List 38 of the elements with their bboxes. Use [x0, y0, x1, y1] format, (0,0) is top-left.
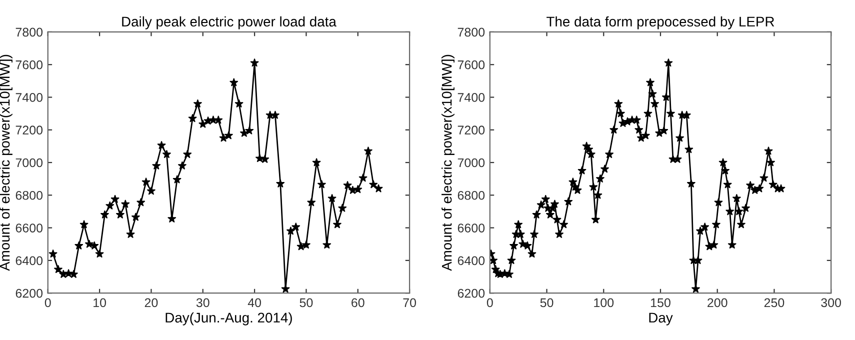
x-tick-label: 30	[196, 298, 210, 308]
x-tick-label: 70	[403, 298, 416, 308]
x-axis-title: Day(Jun.-Aug. 2014)	[166, 312, 292, 326]
x-tick-label: 50	[300, 298, 313, 308]
x-tick-label: 300	[821, 298, 841, 308]
y-tick-label: 7200	[16, 126, 43, 135]
x-tick-label: 0	[486, 298, 493, 308]
x-tick-label: 20	[144, 298, 158, 308]
x-tick-label: 10	[94, 298, 106, 308]
y-tick-label: 6800	[16, 190, 43, 200]
y-tick-label: 7600	[16, 60, 43, 70]
chart-title: Daily peak electric power load data	[122, 16, 336, 30]
y-tick-label: 6400	[458, 256, 485, 266]
y-tick-label: 7600	[458, 60, 485, 70]
y-tick-label: 7000	[16, 158, 43, 168]
y-tick-label: 6600	[16, 224, 43, 232]
y-tick-label: 6200	[458, 288, 485, 298]
x-tick-label: 200	[708, 298, 728, 308]
x-tick-label: 250	[764, 298, 784, 308]
y-tick-label: 6200	[16, 288, 43, 298]
y-tick-label: 7200	[458, 126, 485, 135]
y-tick-label: 7800	[458, 28, 485, 37]
y-tick-label: 6600	[458, 224, 485, 232]
x-tick-label: 0	[44, 298, 51, 308]
x-tick-label: 150	[651, 298, 670, 308]
chart-title: The data form prepocessed by LEPR	[546, 16, 774, 30]
x-tick-label: 50	[540, 298, 554, 308]
y-tick-label: 7800	[16, 28, 43, 37]
x-tick-label: 100	[594, 298, 614, 308]
x-tick-label: 40	[248, 298, 262, 308]
x-tick-label: 60	[352, 298, 364, 308]
y-tick-label: 7400	[16, 93, 43, 102]
y-tick-label: 7400	[458, 93, 485, 102]
y-tick-label: 6800	[458, 190, 485, 200]
y-tick-label: 6400	[16, 256, 43, 266]
x-axis-title: Day	[649, 312, 673, 326]
y-tick-label: 7000	[458, 158, 485, 168]
y-axis-title: Amount of electric power(x10[MW])	[442, 54, 454, 271]
